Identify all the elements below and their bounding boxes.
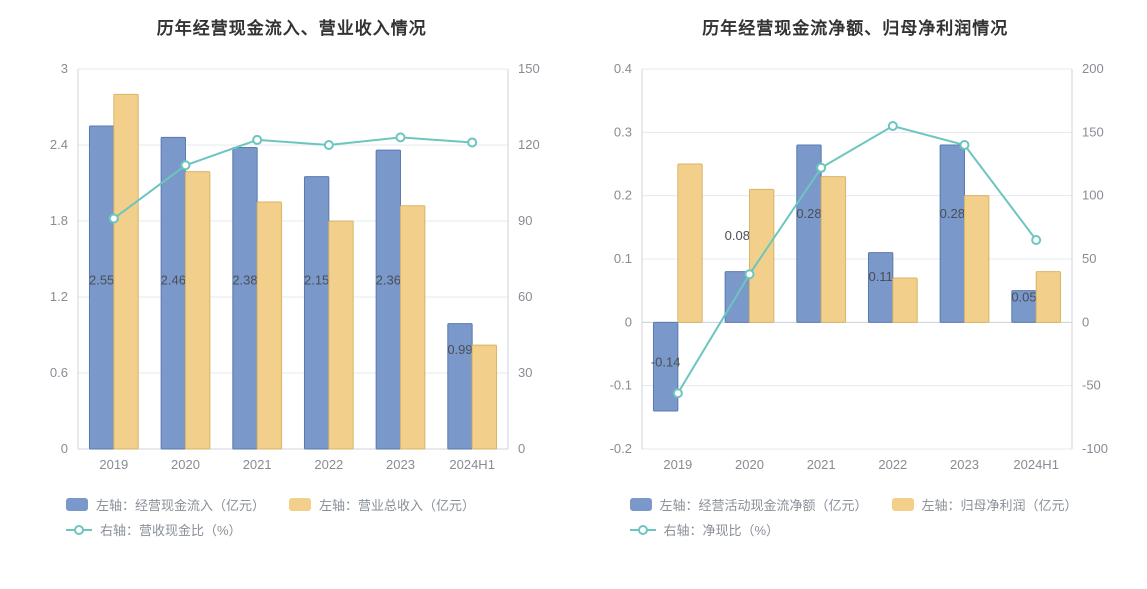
svg-text:2023: 2023 <box>950 457 979 472</box>
svg-text:0.11: 0.11 <box>868 269 892 284</box>
svg-text:2021: 2021 <box>806 457 835 472</box>
svg-text:0.3: 0.3 <box>613 124 631 139</box>
svg-text:90: 90 <box>518 213 532 228</box>
svg-text:2.55: 2.55 <box>89 272 114 287</box>
legend-item-yellow-bar: 左轴：营业总收入（亿元） <box>289 495 475 514</box>
svg-text:150: 150 <box>1082 124 1104 139</box>
legend-swatch-yellow-bar <box>289 498 311 511</box>
legend-swatch-teal-line <box>630 523 656 537</box>
chart-right-svg: -0.2 -0.1 0 0.1 0.2 0.3 0.4 -100 -50 0 50 100 150 200… <box>594 51 1114 481</box>
svg-text:2020: 2020 <box>735 457 764 472</box>
svg-text:0: 0 <box>61 441 68 456</box>
chart-right-legend: 左轴：经营活动现金流净额（亿元） 左轴：归母净利润（亿元） 右轴：净现比（%） <box>594 495 1118 539</box>
svg-text:0: 0 <box>624 314 631 329</box>
svg-text:0.99: 0.99 <box>447 342 472 357</box>
svg-text:2024H1: 2024H1 <box>1013 457 1059 472</box>
legend-label: 左轴：经营活动现金流净额（亿元） <box>660 495 868 514</box>
legend-label: 左轴：营业总收入（亿元） <box>319 495 475 514</box>
chart-right-plot: -0.2 -0.1 0 0.1 0.2 0.3 0.4 -100 -50 0 50 100 150 200… <box>609 61 1107 472</box>
svg-text:2019: 2019 <box>663 457 692 472</box>
svg-text:2020: 2020 <box>171 457 200 472</box>
svg-text:0.08: 0.08 <box>724 228 749 243</box>
svg-text:2023: 2023 <box>386 457 415 472</box>
svg-text:60: 60 <box>518 289 532 304</box>
legend-label: 左轴：经营现金流入（亿元） <box>96 495 265 514</box>
svg-text:-50: -50 <box>1082 378 1101 393</box>
chart-panel-left: 历年经营现金流入、营业收入情况 00.61.21.82.430306090120… <box>30 10 554 539</box>
legend-swatch-yellow-bar <box>892 498 914 511</box>
svg-text:0.4: 0.4 <box>613 61 631 76</box>
svg-text:-0.1: -0.1 <box>609 378 631 393</box>
svg-text:100: 100 <box>1082 188 1104 203</box>
legend-label: 右轴：营收现金比（%） <box>100 520 242 539</box>
legend-item-blue-bar: 左轴：经营现金流入（亿元） <box>66 495 265 514</box>
svg-text:-0.2: -0.2 <box>609 441 631 456</box>
legend-swatch-blue-bar <box>630 498 652 511</box>
chart-left-svg: 00.61.21.82.4303060901201502019202020212… <box>30 51 550 481</box>
legend-item-blue-bar: 左轴：经营活动现金流净额（亿元） <box>630 495 868 514</box>
charts-row: 历年经营现金流入、营业收入情况 00.61.21.82.430306090120… <box>0 0 1147 589</box>
legend-item-yellow-bar: 左轴：归母净利润（亿元） <box>892 495 1078 514</box>
svg-text:0.28: 0.28 <box>796 206 821 221</box>
svg-text:30: 30 <box>518 365 532 380</box>
svg-text:0.1: 0.1 <box>613 251 631 266</box>
legend-label: 右轴：净现比（%） <box>664 520 780 539</box>
svg-text:2.15: 2.15 <box>304 272 329 287</box>
svg-text:-0.14: -0.14 <box>650 355 680 370</box>
svg-text:200: 200 <box>1082 61 1104 76</box>
legend-label: 左轴：归母净利润（亿元） <box>922 495 1078 514</box>
svg-text:2022: 2022 <box>878 457 907 472</box>
svg-text:2.4: 2.4 <box>50 137 68 152</box>
svg-text:0: 0 <box>1082 314 1089 329</box>
legend-item-teal-line: 右轴：净现比（%） <box>630 520 780 539</box>
svg-text:1.8: 1.8 <box>50 213 68 228</box>
chart-left-plot: 00.61.21.82.4303060901201502019202020212… <box>50 61 540 472</box>
legend-item-teal-line: 右轴：营收现金比（%） <box>66 520 242 539</box>
svg-text:2.46: 2.46 <box>161 272 186 287</box>
svg-text:2021: 2021 <box>243 457 272 472</box>
svg-text:150: 150 <box>518 61 540 76</box>
svg-text:0.28: 0.28 <box>939 206 964 221</box>
legend-swatch-blue-bar <box>66 498 88 511</box>
svg-text:2024H1: 2024H1 <box>449 457 495 472</box>
svg-text:120: 120 <box>518 137 540 152</box>
svg-text:2.36: 2.36 <box>376 272 401 287</box>
svg-text:50: 50 <box>1082 251 1096 266</box>
svg-text:1.2: 1.2 <box>50 289 68 304</box>
chart-right-title: 历年经营现金流净额、归母净利润情况 <box>594 14 1118 39</box>
chart-left-legend: 左轴：经营现金流入（亿元） 左轴：营业总收入（亿元） 右轴：营收现金比（%） <box>30 495 554 539</box>
svg-text:2.38: 2.38 <box>232 272 257 287</box>
legend-swatch-teal-line <box>66 523 92 537</box>
svg-text:0: 0 <box>518 441 525 456</box>
svg-text:-100: -100 <box>1082 441 1108 456</box>
chart-panel-right: 历年经营现金流净额、归母净利润情况 -0.2-0.100.10.20.30.4-… <box>594 10 1118 539</box>
svg-text:3: 3 <box>61 61 68 76</box>
svg-text:0.2: 0.2 <box>613 188 631 203</box>
svg-text:2019: 2019 <box>99 457 128 472</box>
svg-text:2022: 2022 <box>314 457 343 472</box>
svg-text:0.6: 0.6 <box>50 365 68 380</box>
svg-text:0.05: 0.05 <box>1011 289 1036 304</box>
chart-left-title: 历年经营现金流入、营业收入情况 <box>30 14 554 39</box>
